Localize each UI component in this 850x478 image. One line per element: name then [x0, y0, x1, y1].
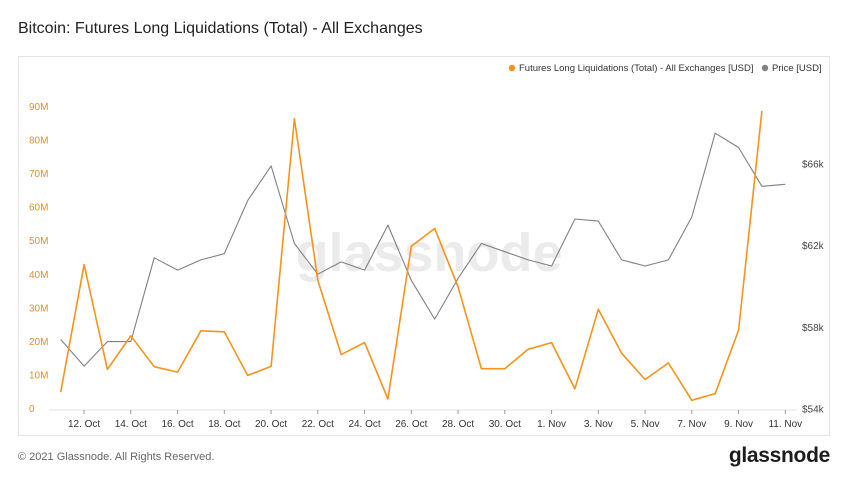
- left-axis-tick-label: 40M: [29, 270, 48, 281]
- series-group: [59, 110, 786, 402]
- x-axis-tick-label: 26. Oct: [395, 419, 427, 430]
- legend-liquidations-marker: [508, 64, 516, 72]
- left-axis: 0 10M 20M 30M 40M 50M 60M 70M 80M 90M: [29, 102, 48, 415]
- chart-card: glassnode 0 10M 20M 30M 40M 50M 60M 70M 80M 90M $…: [18, 56, 830, 436]
- legend-price-marker: [761, 64, 769, 72]
- left-axis-tick-label: 0: [29, 404, 35, 415]
- glassnode-logo[interactable]: glassnode: [728, 444, 830, 467]
- legend-price-label: Price [USD]: [772, 63, 822, 74]
- x-axis-tick-label: 20. Oct: [255, 419, 287, 430]
- x-axis-tick-label: 12. Oct: [68, 419, 100, 430]
- copyright-text: © 2021 Glassnode. All Rights Reserved.: [18, 451, 215, 463]
- x-axis-tick-label: 18. Oct: [208, 419, 240, 430]
- x-axis-tick-label: 11. Nov: [768, 419, 802, 430]
- x-axis-tick-label: 28. Oct: [442, 419, 474, 430]
- x-axis-tick-label: 7. Nov: [677, 419, 706, 430]
- chart-title: Bitcoin: Futures Long Liquidations (Tota…: [18, 20, 423, 37]
- x-axis-tick-label: 5. Nov: [631, 419, 660, 430]
- right-axis-tick-label: $66k: [802, 159, 825, 170]
- left-axis-tick-label: 60M: [29, 203, 48, 214]
- price-series-line: [60, 132, 786, 367]
- x-axis: 12. Oct 14. Oct 16. Oct 18. Oct 20. Oct 22. O…: [49, 409, 802, 430]
- x-axis-tick-label: 16. Oct: [161, 419, 193, 430]
- liquidations-series-line: [59, 110, 763, 402]
- legend-liquidations-label: Futures Long Liquidations (Total) - All …: [519, 63, 753, 74]
- left-axis-tick-label: 20M: [29, 337, 48, 348]
- right-axis-tick-label: $62k: [802, 241, 825, 252]
- x-axis-tick-label: 1. Nov: [537, 419, 566, 430]
- x-axis-tick-label: 30. Oct: [489, 419, 521, 430]
- x-axis-tick-label: 24. Oct: [348, 419, 380, 430]
- x-axis-tick-label: 14. Oct: [115, 419, 147, 430]
- x-axis-tick-label: 9. Nov: [724, 419, 753, 430]
- x-axis-tick-label: 3. Nov: [584, 419, 613, 430]
- left-axis-tick-label: 50M: [29, 236, 48, 247]
- left-axis-tick-label: 10M: [29, 370, 48, 381]
- left-axis-tick-label: 90M: [29, 102, 48, 113]
- right-axis-tick-label: $58k: [802, 323, 825, 334]
- left-axis-tick-label: 30M: [29, 303, 48, 314]
- left-axis-tick-label: 80M: [29, 136, 48, 147]
- x-axis-tick-label: 22. Oct: [302, 419, 334, 430]
- right-axis: $54k $58k $62k $66k: [802, 159, 825, 415]
- left-axis-tick-label: 70M: [29, 169, 48, 180]
- legend: Futures Long Liquidations (Total) - All …: [508, 63, 822, 74]
- right-axis-tick-label: $54k: [802, 405, 825, 416]
